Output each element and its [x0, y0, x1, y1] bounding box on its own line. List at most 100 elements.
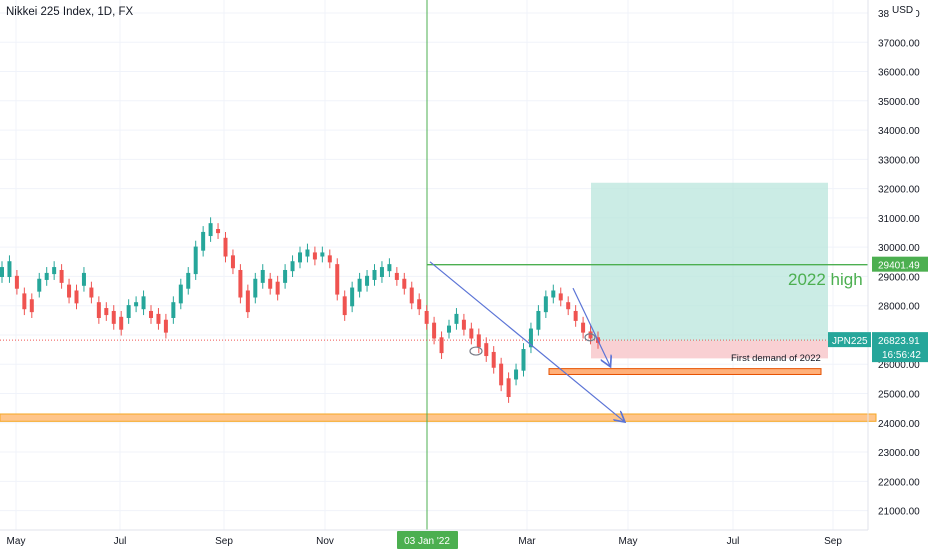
candle-body [379, 267, 384, 278]
candle-body [119, 316, 124, 330]
currency-selector[interactable]: USD [889, 4, 917, 17]
candle-body [74, 290, 79, 304]
candle-body [22, 293, 27, 310]
candle-body [387, 264, 392, 272]
candle-body [275, 281, 280, 295]
y-tick-label: 33000.00 [878, 155, 920, 166]
candle-body [178, 284, 183, 304]
candle-body [134, 302, 139, 307]
candle-body [424, 310, 429, 324]
candle-body [156, 313, 161, 324]
candle-body [216, 229, 221, 234]
demand-zone-upper [548, 368, 822, 375]
candle-body [268, 278, 273, 289]
candle-body [238, 269, 243, 298]
candle-body [536, 310, 541, 330]
candle-body [447, 325, 451, 333]
trend-line-short [572, 287, 610, 366]
crosshair-date-label [397, 531, 458, 549]
candle-body [394, 272, 399, 280]
x-tick-label: Sep [215, 536, 233, 547]
y-tick-label: 21000.00 [878, 507, 920, 518]
y-tick-label: 24000.00 [878, 419, 920, 430]
candle-body [342, 296, 347, 316]
candle-body [335, 264, 340, 295]
y-tick-label: 34000.00 [878, 126, 920, 137]
candle-body [521, 349, 526, 371]
candle-body [290, 261, 295, 272]
demand-zone-lower [0, 413, 877, 422]
candle-body [186, 272, 191, 289]
candle-body [454, 313, 459, 324]
candle-body [402, 278, 407, 289]
candle-body [89, 287, 94, 298]
symbol-badge [828, 332, 871, 348]
candle-body [566, 302, 571, 310]
candle-body [283, 269, 288, 283]
candle-body [588, 331, 593, 339]
x-tick-label: Jul [114, 536, 127, 547]
candle-body [96, 302, 101, 318]
x-tick-label: Mar [518, 536, 536, 547]
candle-body [230, 255, 235, 269]
y-tick-label: 30000.00 [878, 243, 920, 254]
candle-body [327, 255, 332, 263]
last-price-label [872, 332, 928, 363]
candle-body [126, 305, 131, 318]
candle-body [469, 328, 474, 339]
candle-body [298, 252, 302, 263]
candle-body [260, 269, 265, 283]
candle-body [44, 272, 49, 280]
y-tick-label: 22000.00 [878, 477, 920, 488]
candle-body [14, 275, 19, 289]
demand-zone-annotation: First demand of 2022 [731, 353, 821, 364]
candle-body [7, 261, 12, 278]
year-high-annotation: 2022 high [788, 270, 863, 289]
candle-body [558, 293, 563, 301]
x-tick-label: Jul [727, 536, 740, 547]
y-tick-label: 35000.00 [878, 97, 920, 108]
y-tick-label: 36000.00 [878, 68, 920, 79]
candle-body [320, 252, 325, 257]
symbol-badge-text: JPN225 [832, 336, 868, 347]
crosshair-date-text: 03 Jan '22 [404, 536, 450, 547]
candle-body [201, 231, 206, 251]
y-tick-label: 37000.00 [878, 38, 920, 49]
candle-body [499, 363, 504, 386]
year-high-price-text: 29401.49 [878, 261, 920, 272]
candle-body [193, 246, 198, 275]
x-tick-label: May [619, 536, 638, 547]
candle-body [484, 343, 489, 357]
candle-body [253, 278, 258, 298]
candle-body [37, 278, 42, 292]
candle-body [357, 278, 362, 292]
candle-body [573, 310, 578, 321]
y-tick-label: 32000.00 [878, 185, 920, 196]
y-tick-label: 31000.00 [878, 214, 920, 225]
candle-body [208, 223, 213, 237]
candle-body [245, 290, 250, 313]
candle-body [528, 328, 533, 348]
candle-body [305, 249, 310, 257]
y-tick-label: 23000.00 [878, 448, 920, 459]
candle-body [514, 369, 519, 380]
candle-body [439, 337, 444, 354]
stop-zone [591, 340, 828, 359]
candle-body [149, 310, 153, 318]
candle-body [476, 334, 481, 348]
candle-body [506, 378, 511, 398]
countdown-text: 16:56:42 [882, 350, 921, 361]
candle-body [581, 322, 586, 333]
candle-body [409, 287, 414, 304]
candle-body [543, 296, 548, 313]
marker-ellipse [469, 346, 483, 356]
candle-body [111, 310, 116, 324]
candle-body [81, 272, 86, 286]
candle-body [417, 299, 422, 310]
y-tick-label: 26000.00 [878, 360, 920, 371]
candle-body [163, 319, 168, 333]
candle-body [59, 269, 64, 283]
candle-body [312, 252, 317, 260]
y-tick-label: 29000.00 [878, 272, 920, 283]
